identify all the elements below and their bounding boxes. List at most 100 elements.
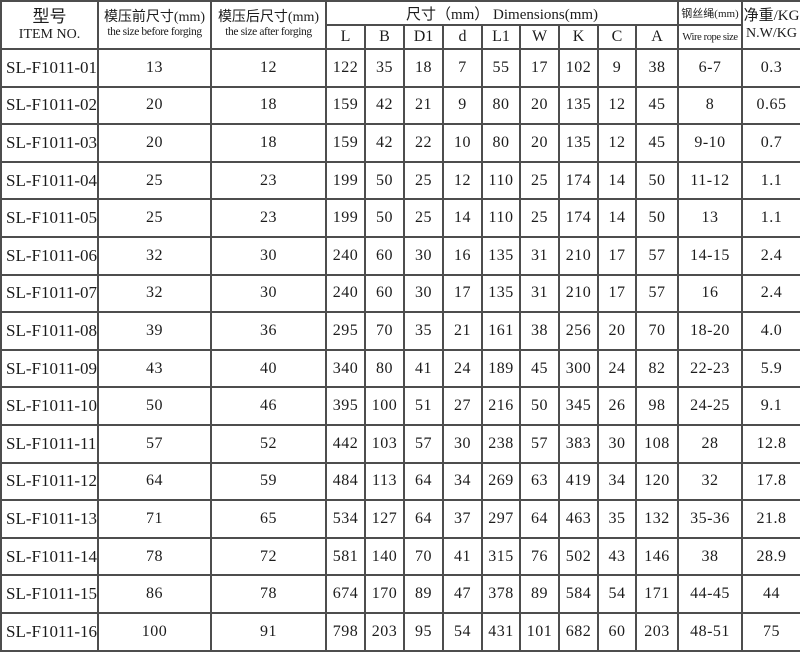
value-cell: 55 bbox=[481, 48, 521, 88]
value-cell: 44-45 bbox=[677, 574, 744, 614]
value-cell: 101 bbox=[519, 611, 560, 652]
header-dim-L: L bbox=[325, 24, 366, 50]
header-dim-C: C bbox=[597, 24, 637, 50]
value-cell: 39 bbox=[97, 311, 212, 351]
value-cell: 378 bbox=[481, 574, 521, 614]
value-cell: 256 bbox=[558, 311, 599, 351]
value-cell: 65 bbox=[210, 499, 327, 539]
header-item-no-zh: 型号 bbox=[32, 7, 67, 27]
value-cell: 269 bbox=[481, 461, 521, 502]
value-cell: 159 bbox=[325, 123, 366, 163]
item-no-cell: SL-F1011-08 bbox=[0, 311, 99, 351]
value-cell: 25 bbox=[519, 198, 560, 238]
value-cell: 80 bbox=[364, 348, 405, 389]
value-cell: 0.7 bbox=[741, 123, 800, 163]
value-cell: 35 bbox=[597, 499, 637, 539]
value-cell: 50 bbox=[364, 160, 405, 201]
value-cell: 14 bbox=[442, 198, 483, 238]
header-dimensions: 尺寸（mm） Dimensions(mm) bbox=[324, 0, 680, 26]
value-cell: 5.9 bbox=[741, 348, 800, 389]
header-dim-W: W bbox=[519, 24, 560, 50]
value-cell: 44 bbox=[741, 574, 800, 614]
table-row: SL-F1011-04 25 23 199 50 25 12 110 25 174 14 50 11-1… bbox=[0, 160, 800, 201]
value-cell: 113 bbox=[364, 461, 405, 502]
value-cell: 32 bbox=[677, 461, 744, 502]
value-cell: 240 bbox=[325, 273, 366, 314]
value-cell: 159 bbox=[325, 85, 366, 126]
value-cell: 100 bbox=[364, 386, 405, 426]
value-cell: 20 bbox=[519, 85, 560, 126]
item-no-cell: SL-F1011-09 bbox=[0, 348, 99, 389]
item-no-cell: SL-F1011-13 bbox=[0, 499, 99, 539]
value-cell: 36 bbox=[210, 311, 327, 351]
value-cell: 431 bbox=[481, 611, 521, 652]
table-row: SL-F1011-10 50 46 395 100 51 27 216 50 345 26 98 24-… bbox=[0, 386, 800, 426]
value-cell: 12 bbox=[597, 123, 637, 163]
value-cell: 80 bbox=[481, 123, 521, 163]
value-cell: 30 bbox=[403, 235, 444, 276]
value-cell: 8 bbox=[677, 85, 744, 126]
value-cell: 50 bbox=[97, 386, 212, 426]
value-cell: 91 bbox=[210, 611, 327, 652]
value-cell: 18-20 bbox=[677, 311, 744, 351]
value-cell: 41 bbox=[442, 536, 483, 577]
value-cell: 82 bbox=[634, 348, 680, 389]
value-cell: 48-51 bbox=[677, 611, 744, 652]
table-row: SL-F1011-08 39 36 295 70 35 21 161 38 256 20 70 18-2… bbox=[0, 311, 800, 351]
value-cell: 24-25 bbox=[677, 386, 744, 426]
item-no-cell: SL-F1011-04 bbox=[0, 160, 99, 201]
value-cell: 70 bbox=[364, 311, 405, 351]
item-no-cell: SL-F1011-05 bbox=[0, 198, 99, 238]
value-cell: 210 bbox=[558, 273, 599, 314]
value-cell: 315 bbox=[481, 536, 521, 577]
value-cell: 60 bbox=[364, 235, 405, 276]
value-cell: 240 bbox=[325, 235, 366, 276]
value-cell: 23 bbox=[210, 198, 327, 238]
value-cell: 28.9 bbox=[741, 536, 800, 577]
value-cell: 7 bbox=[442, 48, 483, 88]
value-cell: 43 bbox=[97, 348, 212, 389]
value-cell: 17 bbox=[597, 273, 637, 314]
value-cell: 4.0 bbox=[741, 311, 800, 351]
header-dim-d: d bbox=[442, 24, 483, 50]
value-cell: 20 bbox=[597, 311, 637, 351]
value-cell: 2.4 bbox=[741, 273, 800, 314]
value-cell: 295 bbox=[325, 311, 366, 351]
value-cell: 189 bbox=[481, 348, 521, 389]
value-cell: 13 bbox=[97, 48, 212, 88]
header-item-no-en: ITEM NO. bbox=[18, 26, 81, 42]
value-cell: 23 bbox=[210, 160, 327, 201]
table-row: SL-F1011-05 25 23 199 50 25 14 110 25 174 14 50 13 1.… bbox=[0, 198, 800, 238]
value-cell: 22-23 bbox=[677, 348, 744, 389]
value-cell: 9.1 bbox=[741, 386, 800, 426]
value-cell: 146 bbox=[634, 536, 680, 577]
value-cell: 50 bbox=[519, 386, 560, 426]
value-cell: 135 bbox=[558, 85, 599, 126]
value-cell: 86 bbox=[97, 574, 212, 614]
value-cell: 442 bbox=[325, 423, 366, 464]
item-no-cell: SL-F1011-15 bbox=[0, 574, 99, 614]
value-cell: 40 bbox=[210, 348, 327, 389]
value-cell: 27 bbox=[442, 386, 483, 426]
value-cell: 16 bbox=[442, 235, 483, 276]
value-cell: 22 bbox=[403, 123, 444, 163]
value-cell: 10 bbox=[442, 123, 483, 163]
header-net-weight: 净重/KG N.W/KG bbox=[741, 0, 800, 50]
value-cell: 57 bbox=[634, 235, 680, 276]
value-cell: 60 bbox=[364, 273, 405, 314]
value-cell: 171 bbox=[634, 574, 680, 614]
value-cell: 798 bbox=[325, 611, 366, 652]
item-no-cell: SL-F1011-02 bbox=[0, 85, 99, 126]
value-cell: 502 bbox=[558, 536, 599, 577]
table-row: SL-F1011-15 86 78 674 170 89 47 378 89 584 54 171 44… bbox=[0, 574, 800, 614]
value-cell: 41 bbox=[403, 348, 444, 389]
value-cell: 25 bbox=[97, 198, 212, 238]
header-wire-rope-zh: 钢丝绳(mm) bbox=[677, 0, 744, 26]
value-cell: 25 bbox=[97, 160, 212, 201]
value-cell: 25 bbox=[403, 160, 444, 201]
value-cell: 31 bbox=[519, 235, 560, 276]
value-cell: 42 bbox=[364, 85, 405, 126]
value-cell: 38 bbox=[677, 536, 744, 577]
value-cell: 34 bbox=[442, 461, 483, 502]
value-cell: 1.1 bbox=[741, 160, 800, 201]
